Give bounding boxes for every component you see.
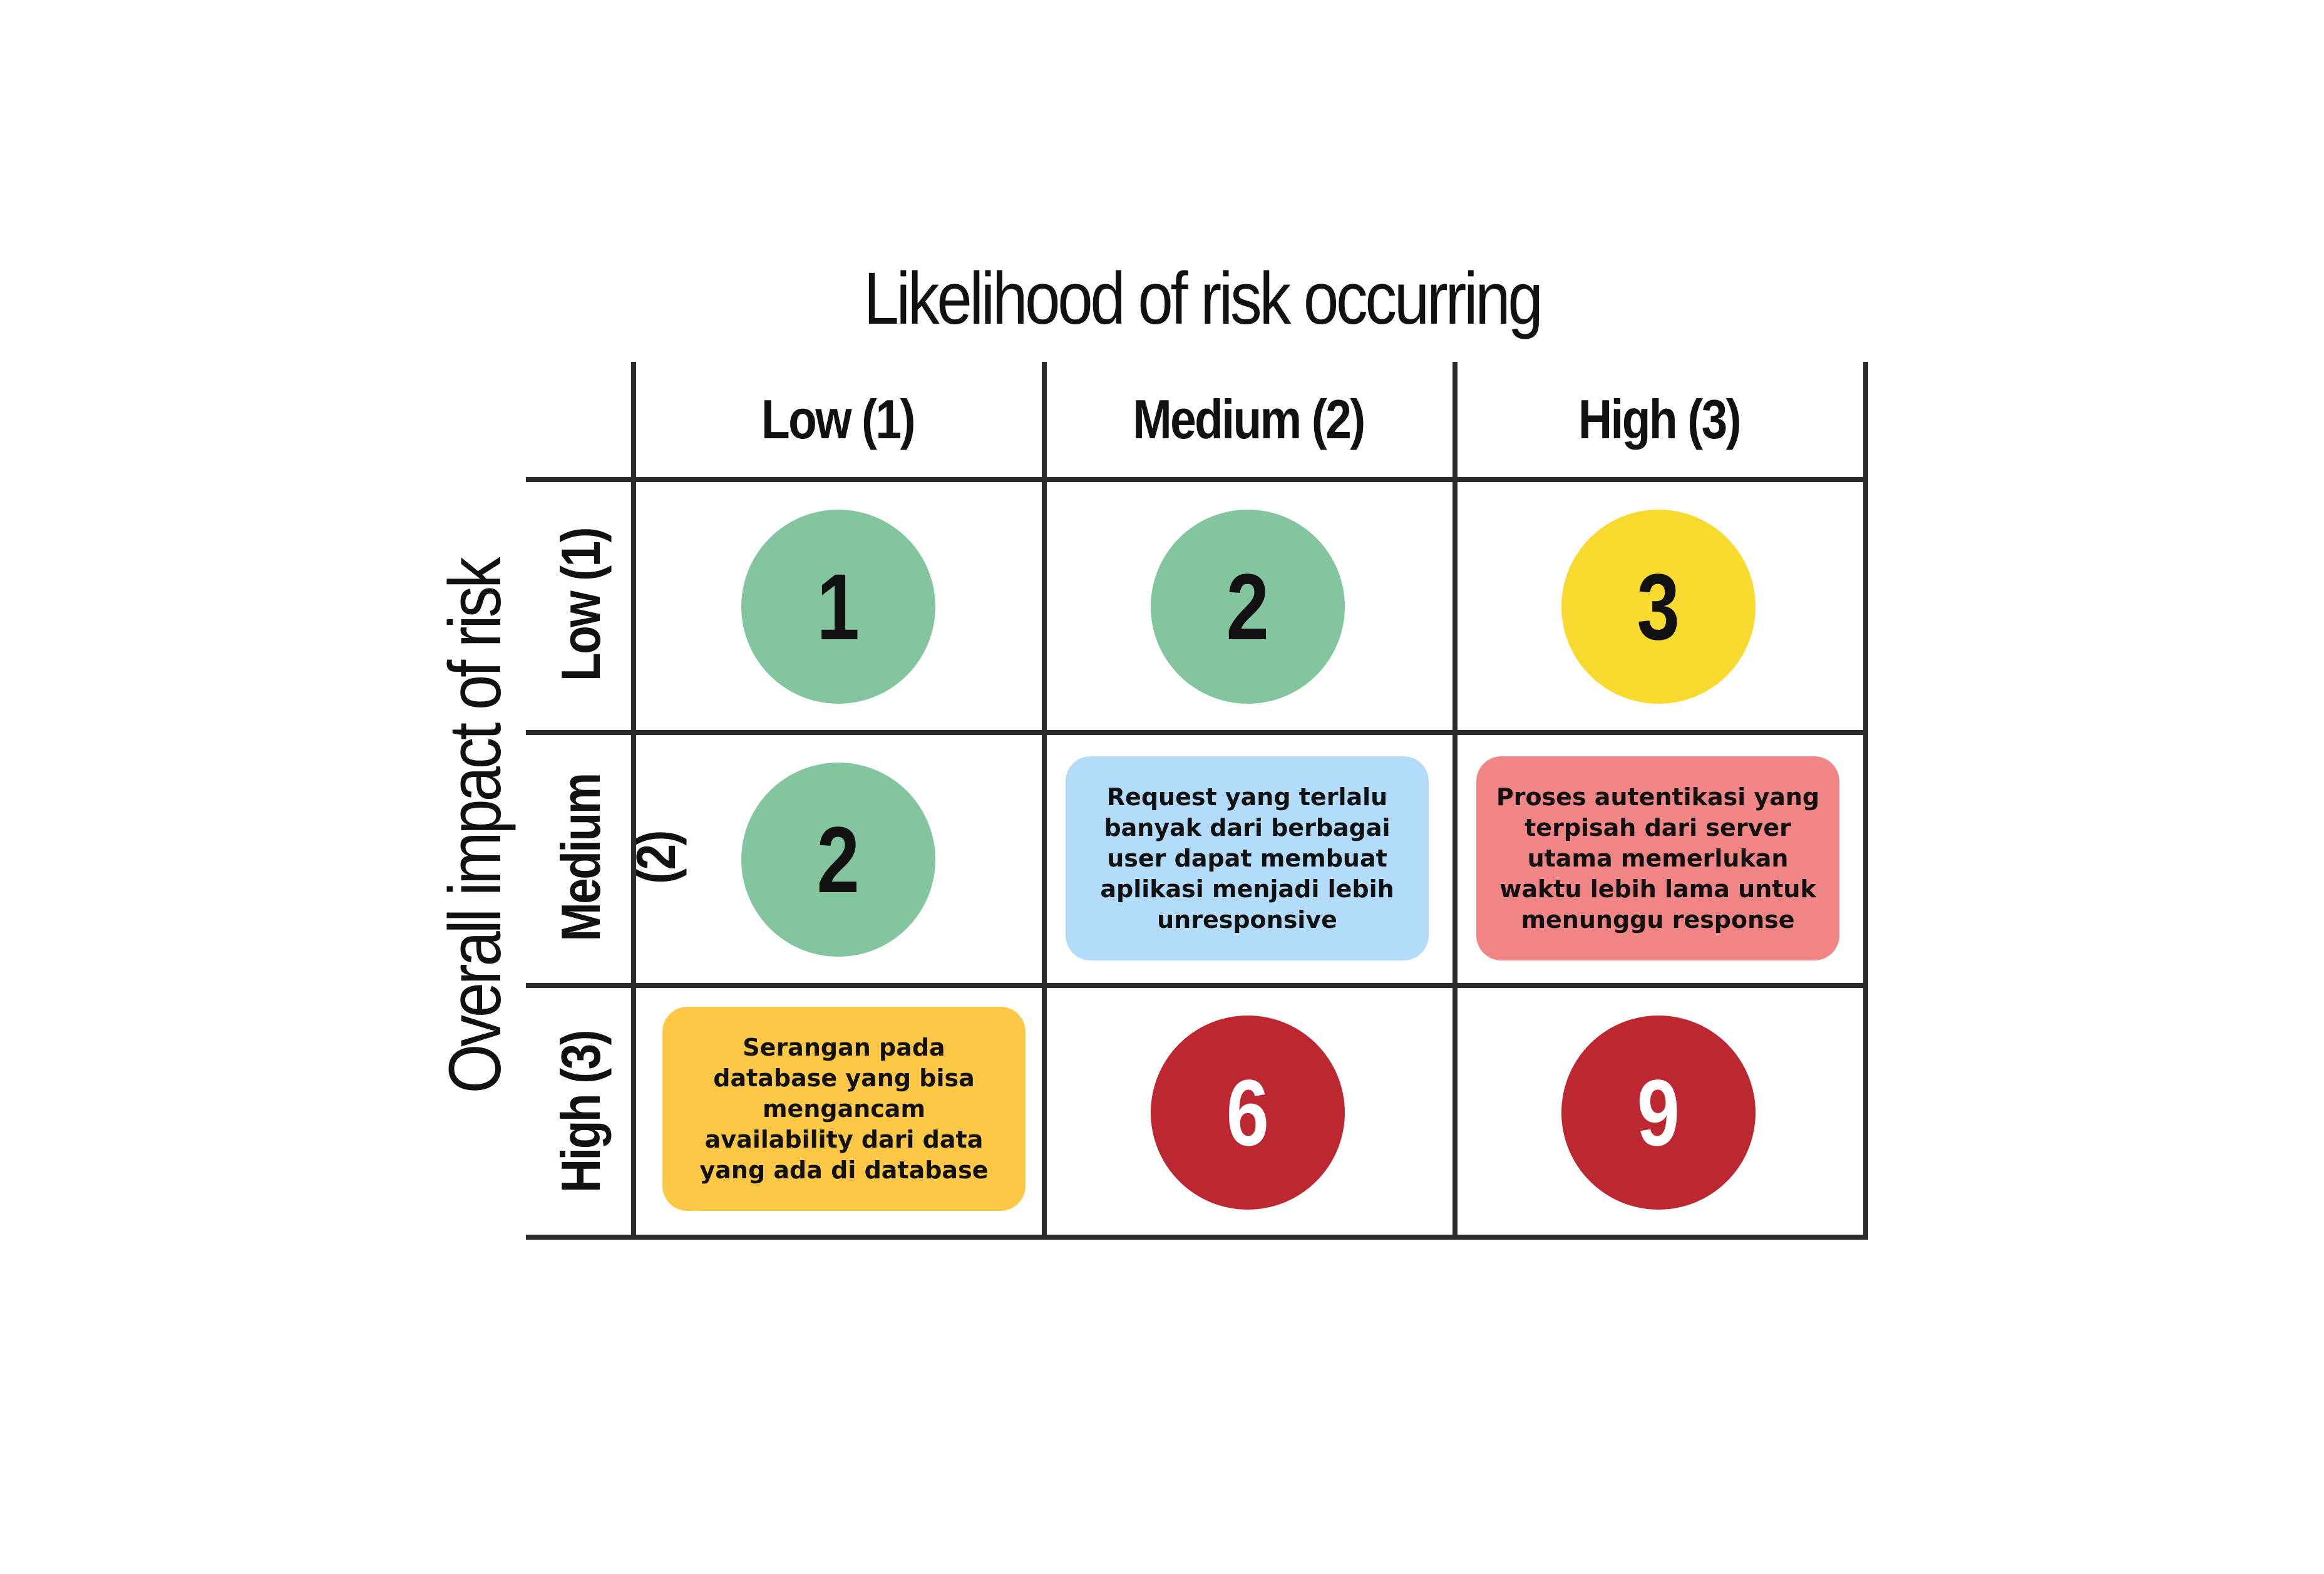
- grid-horizontal-line: [526, 983, 1868, 988]
- risk-note-medium-high: Proses autentikasi yang terpisah dari se…: [1476, 756, 1839, 960]
- column-header-medium: Medium (2): [1133, 388, 1365, 450]
- grid-vertical-line: [1042, 362, 1047, 1240]
- risk-score-high-high: 9: [1561, 1016, 1756, 1210]
- row-header-high: High (3): [550, 1031, 612, 1193]
- impact-axis-title: Overall impact of risk: [434, 559, 517, 1094]
- grid-vertical-line: [1863, 362, 1868, 1240]
- row-header-medium: Medium (2): [550, 774, 687, 942]
- risk-score-value: 6: [1226, 1060, 1270, 1165]
- risk-score-low-high: 3: [1561, 510, 1756, 704]
- risk-score-low-low: 1: [741, 510, 935, 704]
- column-header-low: Low (1): [761, 388, 915, 450]
- grid-horizontal-line: [526, 1235, 1868, 1240]
- risk-note-medium-medium: Request yang terlalu banyak dari berbaga…: [1066, 756, 1429, 960]
- row-header-low: Low (1): [550, 528, 612, 681]
- grid-vertical-line: [1452, 362, 1458, 1240]
- risk-score-value: 2: [1226, 554, 1270, 659]
- risk-score-medium-low: 2: [741, 763, 935, 957]
- risk-score-high-medium: 6: [1151, 1016, 1345, 1210]
- risk-score-value: 1: [816, 554, 860, 659]
- risk-note-high-low: Serangan pada database yang bisa menganc…: [662, 1007, 1026, 1211]
- risk-score-low-medium: 2: [1151, 510, 1345, 704]
- grid-vertical-line: [631, 362, 636, 1240]
- risk-score-value: 3: [1637, 554, 1680, 659]
- likelihood-axis-title: Likelihood of risk occurring: [863, 257, 1543, 340]
- risk-score-value: 2: [816, 807, 860, 912]
- grid-horizontal-line: [526, 477, 1868, 482]
- risk-score-value: 9: [1637, 1060, 1680, 1165]
- grid-horizontal-line: [526, 730, 1868, 735]
- column-header-high: High (3): [1578, 388, 1742, 450]
